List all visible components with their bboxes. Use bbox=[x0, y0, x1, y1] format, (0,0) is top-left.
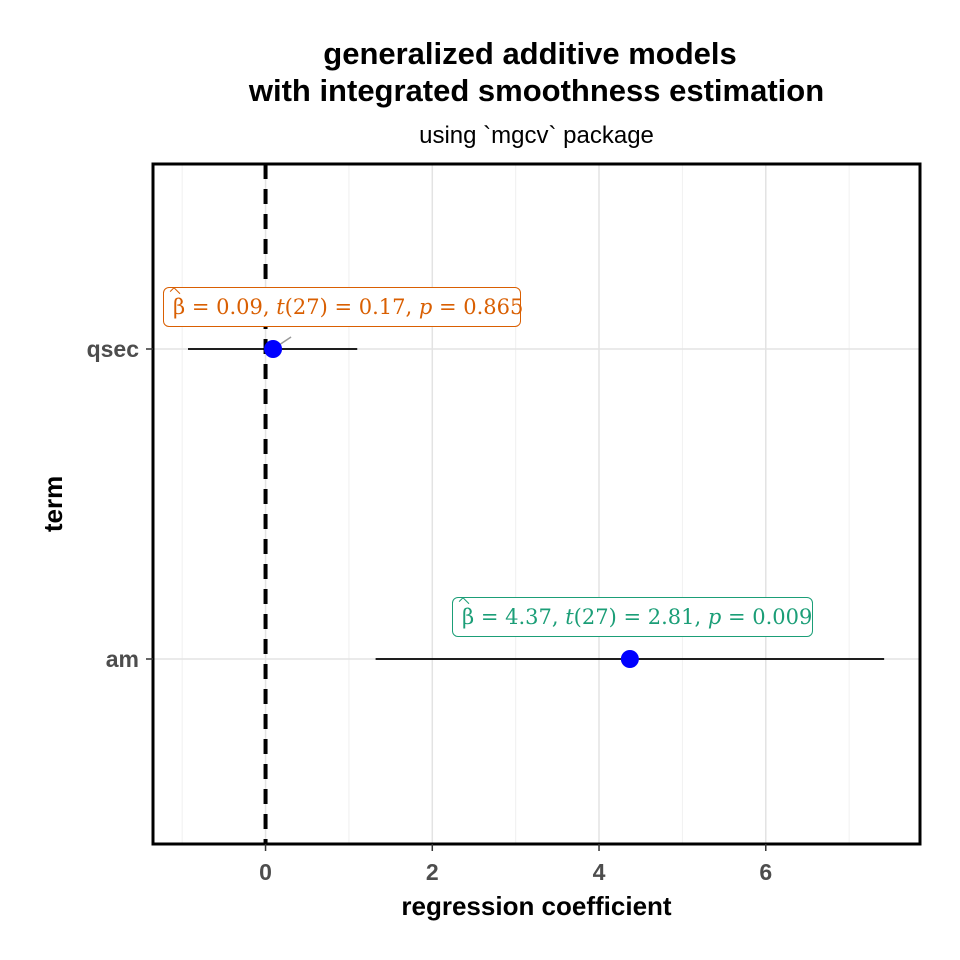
point-am bbox=[620, 650, 639, 668]
chart-subtitle: using `mgcv` package bbox=[419, 122, 654, 149]
sep: , bbox=[405, 295, 419, 319]
x-tick-label: 0 bbox=[259, 859, 272, 885]
p-symbol: p bbox=[418, 295, 433, 319]
t-df: (27) = bbox=[573, 605, 648, 629]
x-axis-title: regression coefficient bbox=[401, 891, 672, 921]
panel-border bbox=[151, 162, 922, 846]
eq-sign: = bbox=[721, 605, 753, 629]
beta-symbol: β bbox=[173, 295, 186, 319]
t-df: (27) = bbox=[284, 295, 359, 319]
t-symbol: t bbox=[276, 295, 285, 319]
x-tick-label: 6 bbox=[759, 859, 772, 885]
t-symbol: t bbox=[565, 605, 574, 629]
point-qsec bbox=[264, 340, 283, 358]
chart-title-line1: generalized additive models bbox=[323, 36, 737, 71]
p-value: 0.865 bbox=[463, 295, 524, 319]
y-tick-label: am bbox=[106, 646, 139, 672]
stat-label-am: β = 4.37, t(27) = 2.81, p = 0.009 bbox=[452, 597, 813, 637]
t-value: 2.81 bbox=[647, 605, 695, 629]
beta-value: 0.09 bbox=[216, 295, 263, 319]
stat-label-qsec: β = 0.09, t(27) = 0.17, p = 0.865 bbox=[163, 287, 524, 327]
sep: , bbox=[694, 605, 708, 629]
x-tick-label: 4 bbox=[593, 859, 606, 885]
p-symbol: p bbox=[707, 605, 722, 629]
sep: , bbox=[262, 295, 277, 319]
p-value: 0.009 bbox=[752, 605, 813, 629]
y-axis-title: term bbox=[38, 476, 68, 532]
sep: , bbox=[551, 605, 566, 629]
chart-title-line2: with integrated smoothness estimation bbox=[248, 73, 825, 108]
beta-value: 4.37 bbox=[505, 605, 552, 629]
y-tick-label: qsec bbox=[87, 336, 140, 362]
eq-sign: = bbox=[432, 295, 464, 319]
eq-sign: = bbox=[185, 295, 217, 319]
x-tick-label: 2 bbox=[426, 859, 439, 885]
eq-sign: = bbox=[474, 605, 506, 629]
t-value: 0.17 bbox=[358, 295, 406, 319]
beta-symbol: β bbox=[462, 605, 475, 629]
